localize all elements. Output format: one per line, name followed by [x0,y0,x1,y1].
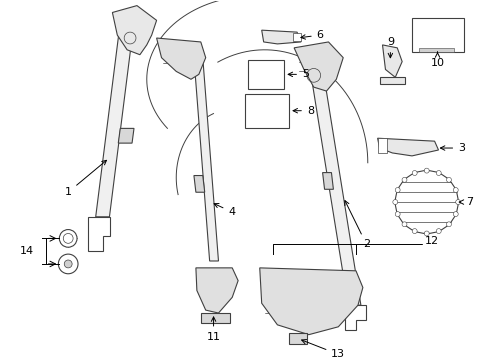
Text: 14: 14 [20,246,34,256]
Polygon shape [378,138,439,156]
Circle shape [402,222,407,227]
Circle shape [412,171,417,175]
Circle shape [412,229,417,234]
Polygon shape [345,305,366,330]
Text: 8: 8 [293,106,314,116]
Text: 1: 1 [65,160,106,197]
Polygon shape [260,268,363,335]
Circle shape [395,212,400,217]
FancyBboxPatch shape [245,94,289,129]
Polygon shape [118,129,134,143]
Text: 10: 10 [431,52,444,68]
Circle shape [436,171,441,175]
Text: 3: 3 [441,143,465,153]
Circle shape [453,188,458,193]
Text: 6: 6 [301,30,324,40]
Circle shape [424,231,429,236]
Polygon shape [196,268,238,313]
FancyBboxPatch shape [248,60,284,89]
Polygon shape [419,48,454,52]
Polygon shape [157,38,206,79]
Circle shape [59,230,77,247]
Polygon shape [293,33,301,41]
Circle shape [393,199,398,204]
Polygon shape [88,217,110,251]
Circle shape [453,212,458,217]
Polygon shape [322,172,333,189]
Polygon shape [294,42,343,91]
Polygon shape [380,77,405,84]
Polygon shape [201,313,230,323]
Text: 9: 9 [387,37,394,58]
Circle shape [446,177,451,182]
Text: 11: 11 [207,317,220,342]
Circle shape [402,177,407,182]
Circle shape [446,222,451,227]
Circle shape [456,199,461,204]
Text: 13: 13 [302,339,345,359]
Polygon shape [194,58,219,261]
Text: 4: 4 [214,203,235,217]
Text: 5: 5 [288,69,309,79]
Circle shape [58,254,78,274]
Text: 12: 12 [424,237,439,246]
Polygon shape [194,176,205,192]
Text: 2: 2 [345,201,370,249]
Circle shape [64,260,72,268]
FancyBboxPatch shape [412,18,464,52]
Polygon shape [378,138,388,153]
Text: 7: 7 [459,197,473,207]
Circle shape [436,229,441,234]
Circle shape [395,188,400,193]
Circle shape [424,168,429,173]
Polygon shape [383,45,402,77]
Polygon shape [289,333,307,345]
Polygon shape [96,22,134,217]
Polygon shape [112,6,157,55]
Polygon shape [262,30,301,44]
Polygon shape [309,62,361,305]
